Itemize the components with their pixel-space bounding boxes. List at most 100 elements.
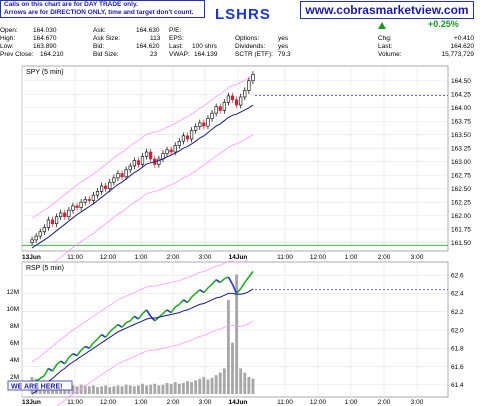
price-segment — [105, 331, 111, 338]
x-tick-label: 3:00 — [199, 254, 212, 261]
price-segment — [117, 323, 123, 328]
candle — [239, 96, 243, 106]
volume-tick-label: 12M — [6, 289, 19, 296]
volume-bar — [231, 342, 234, 394]
candle — [185, 135, 190, 140]
volume-bar — [149, 384, 153, 394]
price-segment — [231, 283, 238, 294]
bidsize-label: Bid Size: — [93, 51, 119, 58]
price-segment — [207, 283, 213, 289]
price-segment — [51, 364, 58, 372]
price-segment — [84, 345, 90, 350]
upper-band-line — [31, 260, 249, 363]
x-tick-label: 12:00 — [310, 399, 327, 406]
dividends-label: Dividends: — [235, 43, 266, 50]
candle — [144, 151, 149, 157]
spy-bollinger-band — [31, 75, 254, 262]
bidsize-value: 23 — [150, 51, 158, 58]
options-label: Options: — [235, 35, 260, 42]
price-segment — [60, 360, 66, 365]
volume-bar — [75, 386, 79, 394]
volume-bar — [157, 385, 161, 394]
spy-moving-average — [31, 104, 254, 249]
volume-bar — [181, 382, 185, 394]
volume-bar — [214, 375, 218, 394]
volume-bar — [71, 385, 75, 394]
sctr-label: SCTR (ETF): — [235, 51, 273, 58]
candle — [75, 205, 79, 208]
asksize-label: Ask Size: — [93, 35, 121, 42]
price-segment — [174, 303, 180, 308]
x-tick-label: 11:00 — [277, 399, 293, 406]
pe-label: P/E: — [169, 27, 182, 34]
spy-chart: SPY (5 min) 161.50 161.75 162.00 162.25 162.… — [21, 65, 471, 262]
candle — [79, 201, 83, 208]
candle — [206, 118, 210, 127]
price-segment — [244, 276, 250, 283]
candle — [71, 205, 75, 211]
price-segment — [109, 327, 115, 333]
prevclose-label: Prev Close: — [0, 51, 34, 58]
price-segment — [47, 367, 53, 372]
candle — [247, 80, 251, 91]
candle — [54, 216, 59, 225]
volume-bar — [218, 372, 222, 394]
dividends-value: yes — [278, 43, 289, 50]
x-tick-label: 12:00 — [100, 254, 117, 261]
y-tick-label: 163.50 — [451, 132, 471, 139]
x-tick-label: 2:00 — [167, 254, 180, 261]
y-tick-label: 162.50 — [451, 186, 471, 193]
x-tick-label: 12:00 — [100, 399, 117, 406]
y-tick-label: 62.6 — [451, 272, 464, 279]
volume-bar — [190, 382, 194, 394]
price-segment — [203, 287, 209, 294]
ma-line — [31, 288, 254, 395]
y-tick-label: 162.25 — [451, 199, 471, 206]
rsp-x-axis: 13Jun 11:00 12:00 1:00 2:00 3:00 14Jun 11:00 12:… — [22, 399, 424, 406]
price-segment — [141, 309, 148, 315]
candle — [210, 112, 214, 119]
volume-bar — [202, 376, 206, 394]
note-line-1: Calls on this chart are for DAY TRADE on… — [4, 1, 138, 8]
candle — [34, 235, 38, 241]
price-segment — [101, 333, 107, 338]
spy-y-axis: 161.50 161.75 162.00 162.25 162.50 162.75 163.… — [451, 78, 471, 247]
chg-label: Chg: — [378, 35, 392, 42]
volume-bar — [83, 385, 87, 394]
vwap-value: 164.139 — [194, 51, 218, 58]
candle — [50, 219, 55, 225]
rsp-bollinger-band — [31, 260, 254, 406]
y-tick-label: 164.25 — [451, 92, 471, 99]
rsp-price-line — [31, 271, 254, 386]
volume-bar — [198, 378, 202, 394]
bid-label: Bid: — [93, 43, 105, 50]
price-segment — [113, 323, 119, 329]
volume-bar — [136, 385, 140, 394]
candle — [189, 130, 194, 140]
x-tick-label: 2:00 — [378, 254, 391, 261]
spy-x-axis: 13Jun 11:00 12:00 1:00 2:00 3:00 14Jun 11:00 12:… — [22, 254, 424, 261]
volume-bar — [153, 383, 157, 394]
candle — [234, 99, 239, 106]
quote-col-1: Open: 164.030 High: 164.670 Low: 163.890 Pr… — [0, 27, 64, 59]
candle — [230, 95, 235, 100]
price-segment — [64, 356, 70, 365]
volume-tick-label: 4M — [10, 357, 19, 364]
candle — [132, 160, 136, 167]
volume-label: Volume: — [378, 51, 402, 58]
prevclose-value: 164.210 — [40, 51, 64, 58]
price-segment — [199, 289, 205, 294]
price-segment — [129, 315, 135, 322]
site-url[interactable]: www.cobrasmarketview.com — [300, 1, 474, 19]
high-value: 164.670 — [33, 35, 57, 42]
x-tick-label: 11:00 — [67, 399, 83, 406]
candle — [112, 177, 116, 183]
here-marker-text: WE ARE HERE! — [11, 384, 62, 391]
vwap-label: VWAP: — [169, 51, 190, 58]
ticker-title: LSHRS — [215, 6, 271, 23]
price-segment — [170, 306, 176, 314]
candle — [120, 173, 124, 178]
y-tick-label: 164.00 — [451, 105, 471, 112]
asksize-value: 113 — [150, 35, 161, 42]
price-segment — [96, 334, 103, 340]
